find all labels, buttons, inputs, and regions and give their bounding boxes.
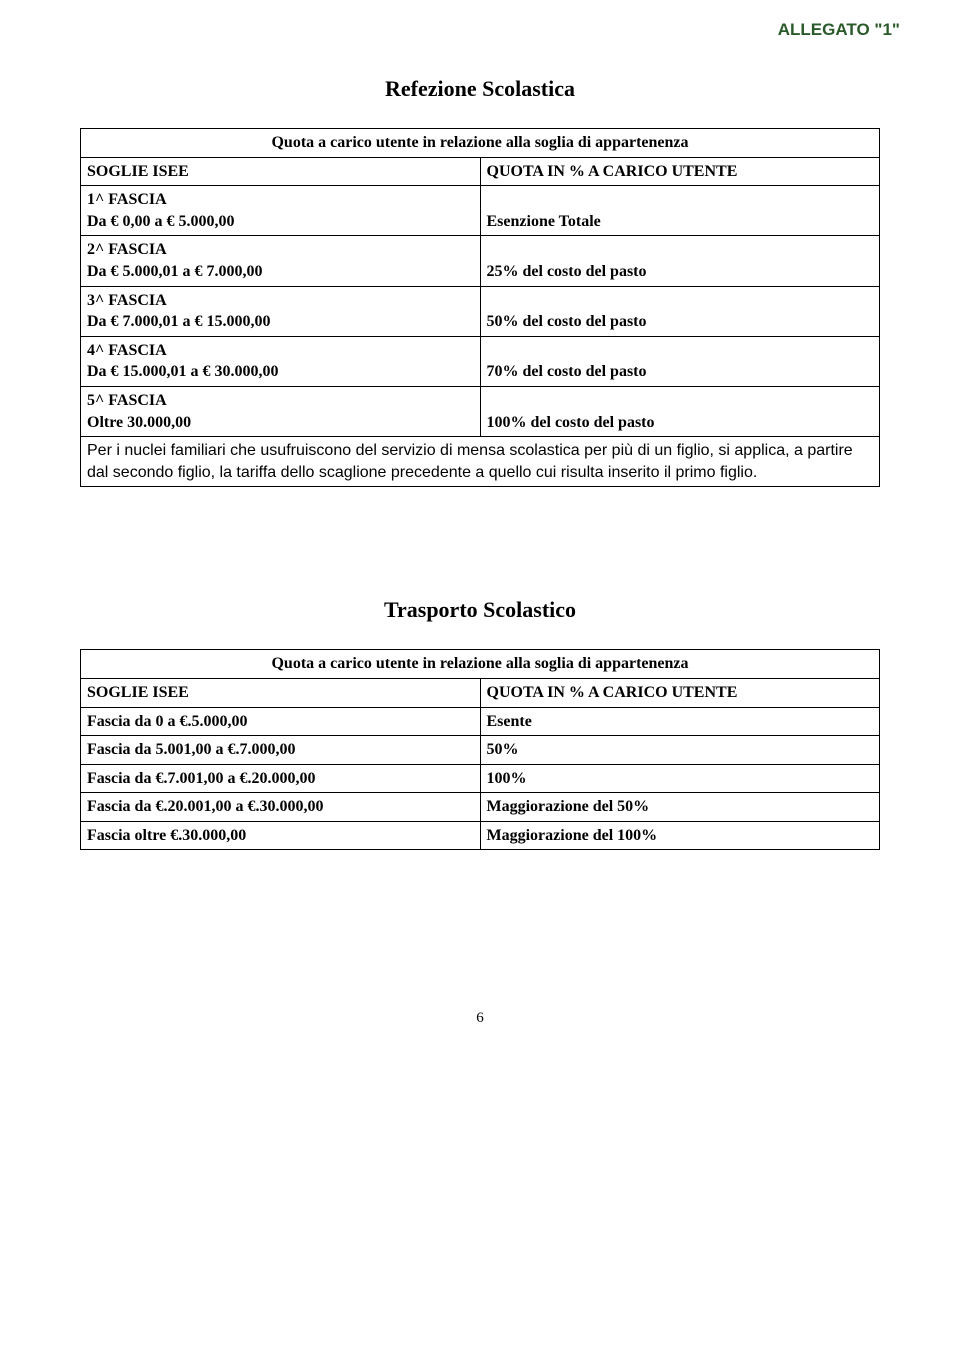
- quota-cell: 25% del costo del pasto: [480, 236, 880, 286]
- page-number: 6: [80, 1010, 880, 1027]
- fascia-cell: 1^ FASCIA Da € 0,00 a € 5.000,00: [81, 186, 481, 236]
- fascia-range: Fascia da 5.001,00 a €.7.000,00: [81, 736, 481, 765]
- range-text: Fascia da €.20.001,00 a €.30.000,00: [87, 798, 323, 815]
- table-row: 3^ FASCIA Da € 7.000,01 a € 15.000,00 50…: [81, 286, 880, 336]
- section-spacer: [80, 487, 880, 577]
- fascia-range: Fascia oltre €.30.000,00: [81, 821, 481, 850]
- quota-cell: 100% del costo del pasto: [480, 386, 880, 436]
- quota-value: 100% del costo del pasto: [487, 414, 655, 431]
- quota-cell: Maggiorazione del 50%: [480, 793, 880, 822]
- refezione-note-row: Per i nuclei familiari che usufruiscono …: [81, 437, 880, 487]
- refezione-note: Per i nuclei familiari che usufruiscono …: [81, 437, 880, 487]
- fascia-range: Da € 7.000,01 a € 15.000,00: [87, 313, 271, 330]
- fascia-range: Da € 5.000,01 a € 7.000,00: [87, 263, 263, 280]
- quota-value: 70% del costo del pasto: [487, 363, 647, 380]
- table-row: Fascia da €.20.001,00 a €.30.000,00 Magg…: [81, 793, 880, 822]
- quota-cell: 50% del costo del pasto: [480, 286, 880, 336]
- quota-text: Maggiorazione del 50%: [487, 798, 650, 815]
- fascia-range: Fascia da 0 a €.5.000,00: [81, 707, 481, 736]
- range-text: Fascia oltre €.30.000,00: [87, 827, 246, 844]
- quota-value: 25% del costo del pasto: [487, 263, 647, 280]
- trasporto-table: Quota a carico utente in relazione alla …: [80, 649, 880, 850]
- quota-text: Maggiorazione del 100%: [487, 827, 658, 844]
- trasporto-col-quota: QUOTA IN % A CARICO UTENTE: [480, 678, 880, 707]
- quota-cell: 70% del costo del pasto: [480, 336, 880, 386]
- trasporto-title: Trasporto Scolastico: [80, 597, 880, 623]
- quota-cell: Esenzione Totale: [480, 186, 880, 236]
- refezione-col-soglie: SOGLIE ISEE: [81, 157, 481, 186]
- fascia-cell: 4^ FASCIA Da € 15.000,01 a € 30.000,00: [81, 336, 481, 386]
- trasporto-caption: Quota a carico utente in relazione alla …: [81, 650, 880, 679]
- quota-cell: 50%: [480, 736, 880, 765]
- page-container: ALLEGATO "1" Refezione Scolastica Quota …: [0, 0, 960, 1067]
- range-text: Fascia da 0 a €.5.000,00: [87, 713, 247, 730]
- fascia-label: 5^ FASCIA: [87, 392, 167, 409]
- fascia-label: 4^ FASCIA: [87, 342, 167, 359]
- fascia-label: 3^ FASCIA: [87, 292, 167, 309]
- refezione-title: Refezione Scolastica: [80, 76, 880, 102]
- quota-text: 100%: [487, 770, 527, 787]
- table-row: Fascia da 0 a €.5.000,00 Esente: [81, 707, 880, 736]
- range-text: Fascia da 5.001,00 a €.7.000,00: [87, 741, 295, 758]
- quota-text: Esente: [487, 713, 532, 730]
- quota-cell: Esente: [480, 707, 880, 736]
- quota-cell: Maggiorazione del 100%: [480, 821, 880, 850]
- table-row: Fascia oltre €.30.000,00 Maggiorazione d…: [81, 821, 880, 850]
- quota-value: Esenzione Totale: [487, 213, 601, 230]
- table-row: 4^ FASCIA Da € 15.000,01 a € 30.000,00 7…: [81, 336, 880, 386]
- fascia-label: 2^ FASCIA: [87, 241, 167, 258]
- quota-value: 50% del costo del pasto: [487, 313, 647, 330]
- fascia-range: Oltre 30.000,00: [87, 414, 191, 431]
- fascia-range: Da € 15.000,01 a € 30.000,00: [87, 363, 279, 380]
- table-row: 2^ FASCIA Da € 5.000,01 a € 7.000,00 25%…: [81, 236, 880, 286]
- refezione-col-quota: QUOTA IN % A CARICO UTENTE: [480, 157, 880, 186]
- fascia-cell: 2^ FASCIA Da € 5.000,01 a € 7.000,00: [81, 236, 481, 286]
- range-text: Fascia da €.7.001,00 a €.20.000,00: [87, 770, 315, 787]
- fascia-label: 1^ FASCIA: [87, 191, 167, 208]
- refezione-table: Quota a carico utente in relazione alla …: [80, 128, 880, 487]
- fascia-range: Fascia da €.20.001,00 a €.30.000,00: [81, 793, 481, 822]
- table-row: Fascia da 5.001,00 a €.7.000,00 50%: [81, 736, 880, 765]
- refezione-caption: Quota a carico utente in relazione alla …: [81, 129, 880, 158]
- table-row: 5^ FASCIA Oltre 30.000,00 100% del costo…: [81, 386, 880, 436]
- fascia-cell: 3^ FASCIA Da € 7.000,01 a € 15.000,00: [81, 286, 481, 336]
- table-row: Fascia da €.7.001,00 a €.20.000,00 100%: [81, 764, 880, 793]
- quota-cell: 100%: [480, 764, 880, 793]
- fascia-range: Fascia da €.7.001,00 a €.20.000,00: [81, 764, 481, 793]
- table-row: 1^ FASCIA Da € 0,00 a € 5.000,00 Esenzio…: [81, 186, 880, 236]
- quota-text: 50%: [487, 741, 519, 758]
- allegato-header: ALLEGATO "1": [80, 20, 900, 40]
- trasporto-col-soglie: SOGLIE ISEE: [81, 678, 481, 707]
- fascia-cell: 5^ FASCIA Oltre 30.000,00: [81, 386, 481, 436]
- fascia-range: Da € 0,00 a € 5.000,00: [87, 213, 235, 230]
